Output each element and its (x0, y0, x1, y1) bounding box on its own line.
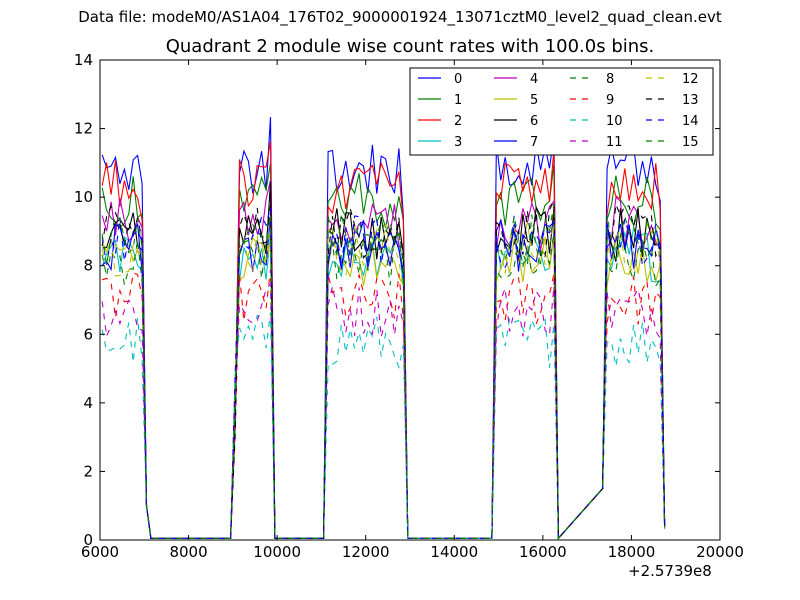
y-tick-label-7: 14 (74, 51, 93, 69)
x-axis-offset-label: +2.5739e8 (628, 562, 712, 580)
series-line-11 (101, 282, 666, 540)
legend-label-4: 4 (530, 72, 538, 87)
y-tick-label-3: 6 (83, 325, 93, 343)
series-line-5 (101, 235, 666, 540)
series-line-14 (101, 206, 666, 540)
x-tick-label-5: 16000 (519, 543, 567, 561)
y-tick-label-0: 0 (83, 531, 93, 549)
series-line-10 (101, 312, 666, 540)
series-line-1 (101, 163, 666, 540)
series-line-9 (102, 269, 666, 540)
series-line-6 (102, 181, 666, 540)
y-tick-label-1: 2 (83, 462, 93, 480)
legend-label-5: 5 (530, 93, 538, 108)
legend-label-10: 10 (606, 114, 623, 129)
y-tick-label-5: 10 (74, 188, 93, 206)
chart-title: Quadrant 2 module wise count rates with … (165, 36, 655, 57)
x-tick-label-2: 10000 (253, 543, 301, 561)
series-line-2 (101, 141, 666, 540)
legend-label-8: 8 (606, 72, 614, 87)
x-tick-label-0: 6000 (81, 543, 119, 561)
y-tick-label-2: 4 (83, 394, 93, 412)
legend-label-15: 15 (682, 135, 699, 150)
series-line-15 (101, 204, 666, 540)
plot-lines (101, 116, 666, 540)
x-tick-label-7: 20000 (696, 543, 744, 561)
legend-label-2: 2 (454, 114, 462, 129)
legend-label-14: 14 (682, 114, 699, 129)
axis-ticks: 6000 8000 10000 12000 14000 16000 18000 20000 0 2… (74, 51, 744, 561)
series-line-4 (101, 180, 666, 540)
x-tick-label-1: 8000 (169, 543, 207, 561)
x-tick-label-6: 18000 (608, 543, 656, 561)
legend-label-11: 11 (606, 135, 623, 150)
legend-label-7: 7 (530, 135, 538, 150)
series-line-3 (101, 226, 666, 540)
plot-frame (99, 59, 721, 541)
figure-suptitle: Data file: modeM0/AS1A04_176T02_90000019… (78, 8, 722, 26)
series-line-0 (101, 116, 666, 540)
legend-label-13: 13 (682, 93, 699, 108)
y-tick-label-6: 12 (74, 120, 93, 138)
legend-label-12: 12 (682, 72, 699, 87)
legend-label-1: 1 (454, 93, 462, 108)
x-tick-label-4: 14000 (430, 543, 478, 561)
series-line-8 (101, 230, 666, 540)
x-tick-label-3: 12000 (342, 543, 390, 561)
legend-label-6: 6 (530, 114, 538, 129)
series-line-12 (101, 222, 666, 540)
legend-label-0: 0 (454, 72, 462, 87)
y-tick-label-4: 8 (83, 257, 93, 275)
legend-label-3: 3 (454, 135, 462, 150)
legend-label-9: 9 (606, 93, 614, 108)
